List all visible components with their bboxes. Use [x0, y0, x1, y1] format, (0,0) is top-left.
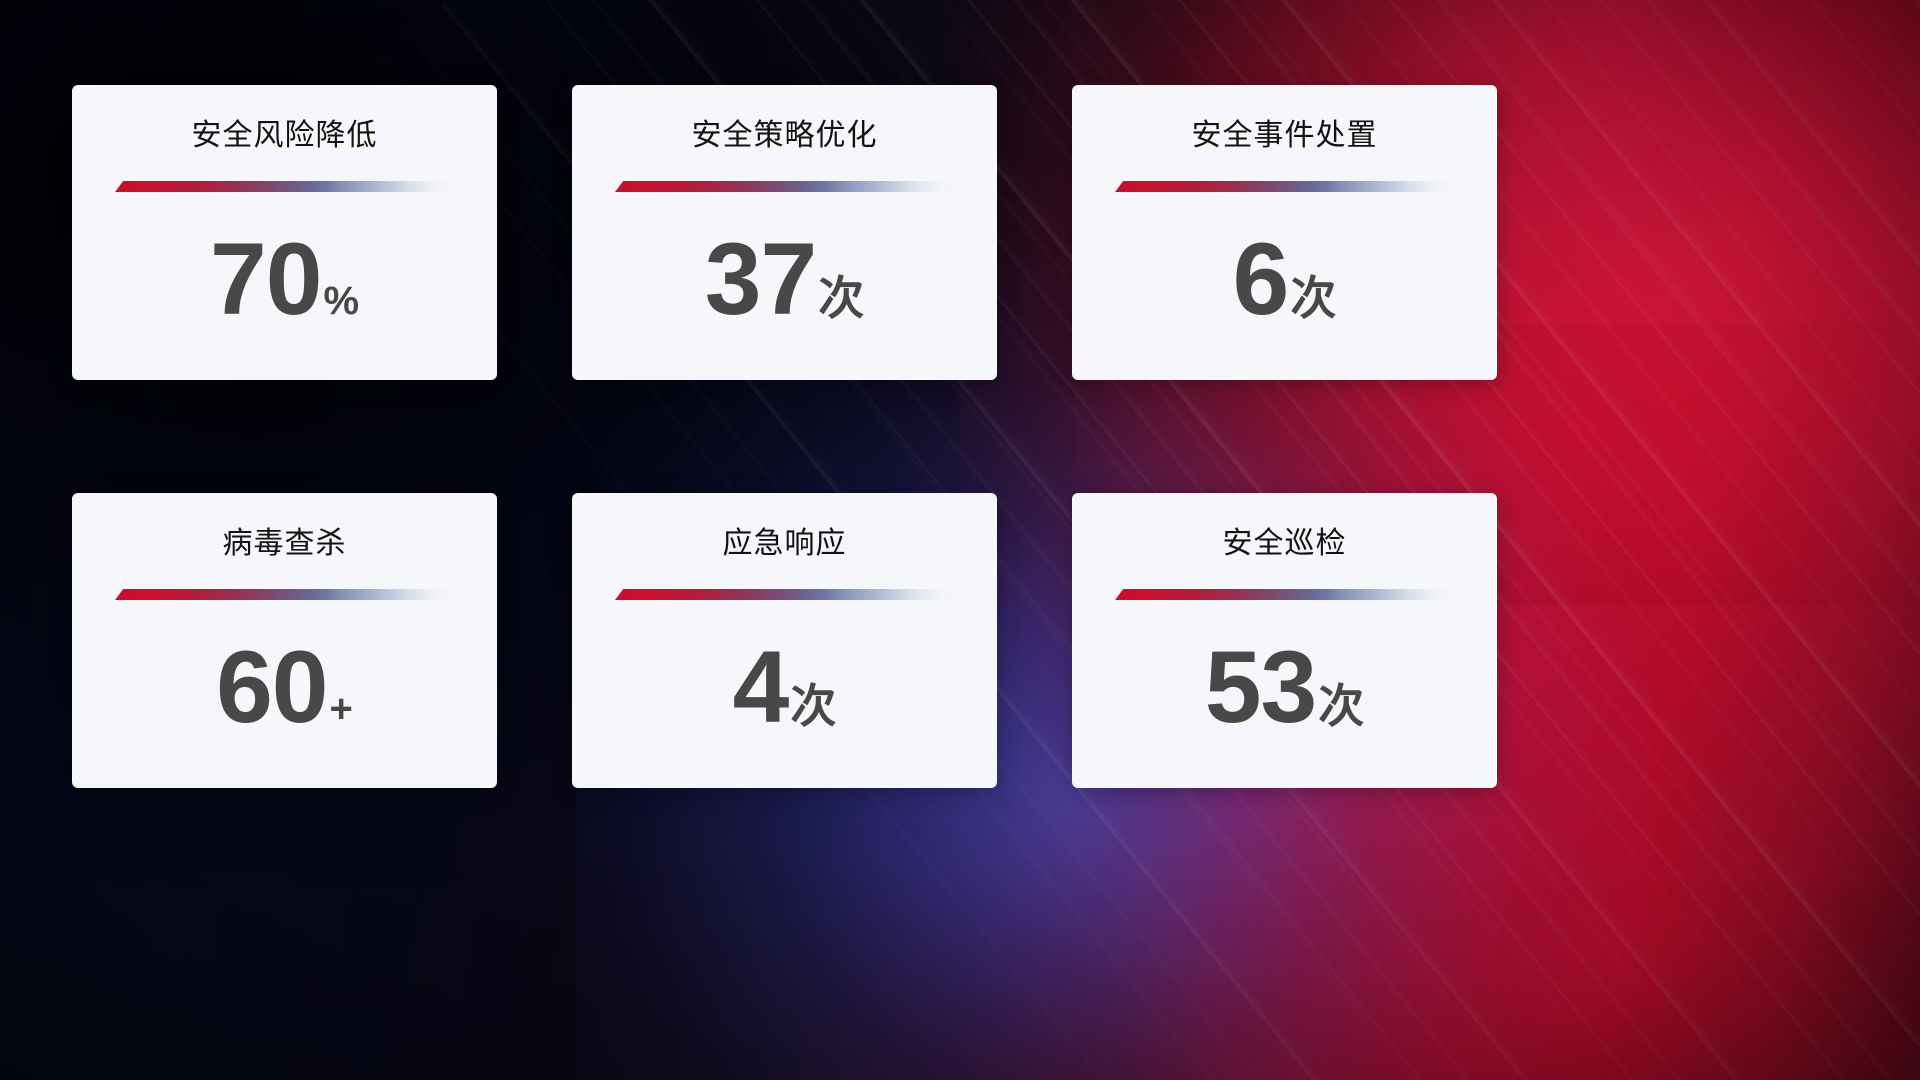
metric-value-number: 70 — [209, 222, 322, 336]
metric-value-number: 6 — [1232, 222, 1290, 336]
metric-value-number: 37 — [704, 222, 817, 336]
metric-card-value: 60 + — [72, 600, 497, 788]
metric-card-divider — [572, 181, 997, 192]
metric-card-value: 53 次 — [1072, 600, 1497, 788]
metric-card[interactable]: 安全巡检 53 次 — [1072, 493, 1497, 788]
gradient-bar-icon — [1115, 181, 1457, 192]
gradient-bar-icon — [115, 589, 457, 600]
metric-card-title: 安全风险降低 — [191, 118, 378, 153]
metric-card-grid: 安全风险降低 70 % 安全策略优化 37 次 — [72, 85, 1497, 788]
gradient-bar-icon — [115, 181, 457, 192]
metric-value-unit: % — [323, 279, 360, 323]
metric-card[interactable]: 病毒查杀 60 + — [72, 493, 497, 788]
gradient-bar-icon — [615, 589, 957, 600]
metric-card[interactable]: 安全策略优化 37 次 — [572, 85, 997, 380]
metric-card[interactable]: 应急响应 4 次 — [572, 493, 997, 788]
metric-card-divider — [72, 589, 497, 600]
metric-card-value: 4 次 — [572, 600, 997, 788]
gradient-bar-icon — [1115, 589, 1457, 600]
metric-card-title: 安全策略优化 — [691, 118, 878, 153]
metric-value-unit: 次 — [1290, 271, 1337, 325]
metric-card-divider — [1072, 181, 1497, 192]
metric-card[interactable]: 安全事件处置 6 次 — [1072, 85, 1497, 380]
metric-card-title: 病毒查杀 — [222, 526, 347, 561]
metric-card-title: 安全事件处置 — [1191, 118, 1378, 153]
metric-card-divider — [572, 589, 997, 600]
metric-value-number: 53 — [1204, 630, 1317, 744]
metric-value-unit: 次 — [790, 679, 837, 733]
gradient-bar-icon — [615, 181, 957, 192]
metric-value-unit: + — [329, 687, 353, 731]
metric-card-divider — [1072, 589, 1497, 600]
metric-value-number: 4 — [732, 630, 790, 744]
metric-card-value: 37 次 — [572, 192, 997, 380]
metric-card[interactable]: 安全风险降低 70 % — [72, 85, 497, 380]
metric-card-value: 70 % — [72, 192, 497, 380]
metric-card-value: 6 次 — [1072, 192, 1497, 380]
metric-value-unit: 次 — [1318, 679, 1365, 733]
metric-card-title: 应急响应 — [722, 526, 847, 561]
metric-card-title: 安全巡检 — [1222, 526, 1347, 561]
metric-card-divider — [72, 181, 497, 192]
metric-value-unit: 次 — [818, 271, 865, 325]
metric-value-number: 60 — [216, 630, 328, 744]
